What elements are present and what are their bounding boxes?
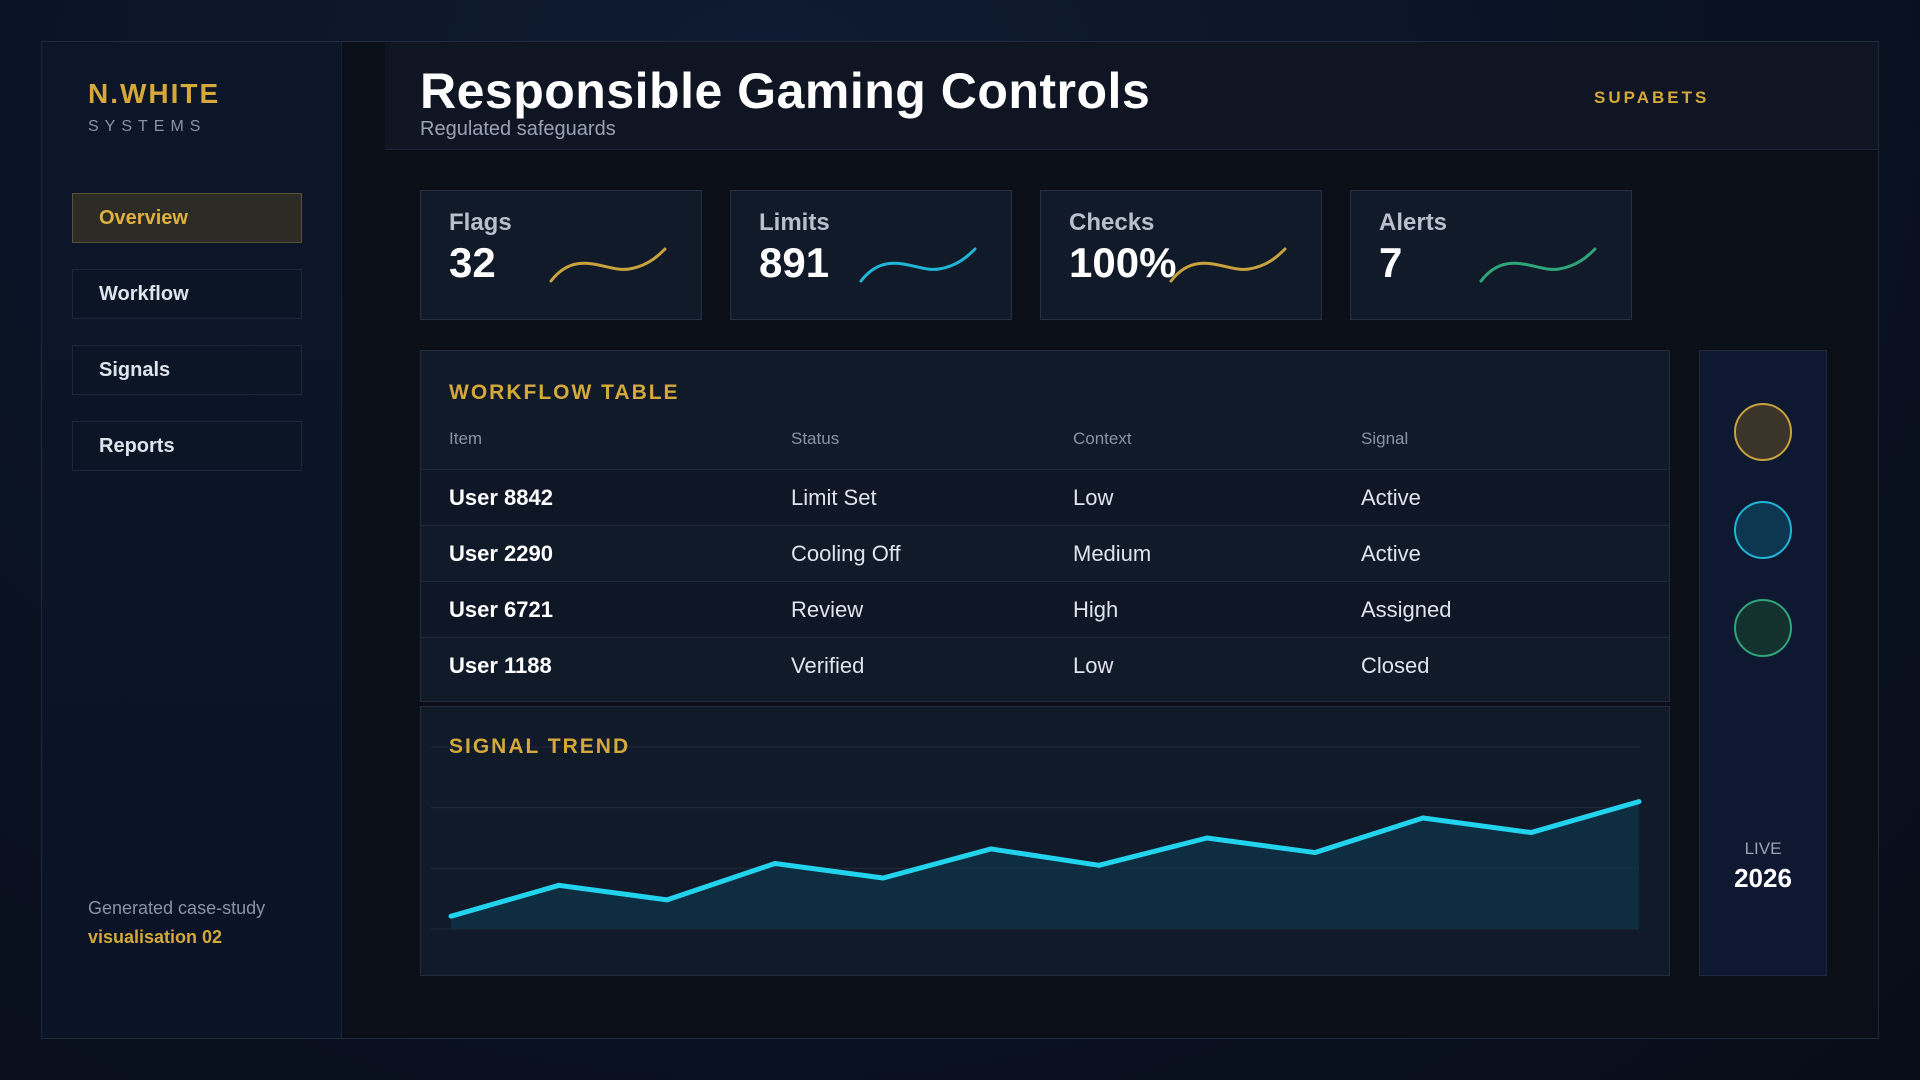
- trend-point-12: [1636, 799, 1642, 805]
- trend-point-3: [664, 897, 670, 903]
- sidebar-item-reports[interactable]: Reports: [72, 421, 302, 471]
- live-year: 2026: [1734, 863, 1792, 893]
- trend-point-10: [1420, 815, 1426, 821]
- column-header-item[interactable]: Item: [449, 429, 483, 448]
- sparkline-icon: [1479, 247, 1597, 283]
- trend-point-1: [448, 913, 454, 919]
- page-subtitle: Regulated safeguards: [420, 118, 616, 140]
- kpi-value: 891: [759, 239, 830, 286]
- table-row[interactable]: User 2290 Cooling Off Medium Active: [421, 525, 1669, 579]
- kpi-label: Checks: [1069, 209, 1155, 236]
- cell-status: Limit Set: [791, 485, 877, 510]
- cell-status: Cooling Off: [791, 541, 901, 566]
- sparkline-icon: [1169, 247, 1287, 283]
- signal-trend-chart: SIGNAL TREND: [420, 706, 1670, 976]
- partner-brand: SUPABETS: [1594, 88, 1710, 107]
- trend-point-9: [1312, 850, 1318, 856]
- sidebar: N.WHITE SYSTEMS Overview Workflow Signal…: [42, 42, 342, 1038]
- trend-point-5: [880, 875, 886, 881]
- trend-point-6: [988, 846, 994, 852]
- cell-context: Low: [1073, 485, 1114, 510]
- table-row[interactable]: User 6721 Review High Assigned: [421, 581, 1669, 635]
- cell-signal: Active: [1361, 485, 1421, 510]
- cell-context: Medium: [1073, 541, 1152, 566]
- status-panel: LIVE 2026: [1699, 350, 1827, 976]
- brand-name: N.WHITE: [88, 78, 221, 109]
- cell-item: User 2290: [449, 541, 553, 566]
- trend-point-11: [1528, 830, 1534, 836]
- sparkline-icon: [859, 247, 977, 283]
- column-header-status[interactable]: Status: [791, 429, 840, 448]
- footer-note-line1: Generated case-study: [88, 898, 266, 918]
- cell-context: High: [1073, 597, 1119, 622]
- kpi-label: Limits: [759, 209, 830, 236]
- sparkline-icon: [549, 247, 667, 283]
- kpi-card-checks[interactable]: Checks 100%: [1040, 190, 1322, 320]
- cell-signal: Active: [1361, 541, 1421, 566]
- trend-point-8: [1204, 835, 1210, 841]
- cell-item: User 8842: [449, 485, 553, 510]
- trend-point-4: [772, 860, 778, 866]
- brand-subtitle: SYSTEMS: [88, 118, 207, 135]
- sidebar-nav: Overview Workflow Signals Reports: [72, 193, 302, 497]
- chart-title: SIGNAL TREND: [449, 735, 631, 758]
- status-indicator-gold[interactable]: [1734, 403, 1792, 461]
- kpi-value: 100%: [1069, 239, 1177, 286]
- cell-item: User 1188: [449, 653, 552, 678]
- kpi-card-flags[interactable]: Flags 32: [420, 190, 702, 320]
- table-row[interactable]: User 8842 Limit Set Low Active: [421, 469, 1669, 523]
- workflow-table: WORKFLOW TABLE Item Status Context Signa…: [420, 350, 1670, 702]
- footer-note-line2: visualisation 02: [88, 927, 223, 947]
- trend-point-7: [1096, 862, 1102, 868]
- kpi-card-limits[interactable]: Limits 891: [730, 190, 1012, 320]
- sidebar-item-overview[interactable]: Overview: [72, 193, 302, 243]
- table-title: WORKFLOW TABLE: [449, 381, 680, 404]
- kpi-label: Flags: [449, 209, 512, 236]
- kpi-value: 7: [1379, 239, 1403, 286]
- trend-point-2: [556, 882, 562, 888]
- column-header-context[interactable]: Context: [1073, 429, 1132, 448]
- trend-chart-canvas: [431, 746, 1642, 930]
- footer-note: Generated case-study visualisation 02: [88, 898, 265, 948]
- status-indicator-cyan[interactable]: [1734, 501, 1792, 559]
- cell-status: Verified: [791, 653, 865, 678]
- cell-signal: Assigned: [1361, 597, 1452, 622]
- kpi-value: 32: [449, 239, 496, 286]
- sidebar-item-signals[interactable]: Signals: [72, 345, 302, 395]
- kpi-label: Alerts: [1379, 209, 1448, 236]
- cell-status: Review: [791, 597, 864, 622]
- cell-signal: Closed: [1361, 653, 1430, 678]
- live-label: LIVE: [1744, 839, 1782, 858]
- trend-area: [451, 801, 1639, 929]
- kpi-card-alerts[interactable]: Alerts 7: [1350, 190, 1632, 320]
- sidebar-item-workflow[interactable]: Workflow: [72, 269, 302, 319]
- page-title: Responsible Gaming Controls: [420, 63, 1151, 119]
- page-header: [385, 42, 1878, 150]
- cell-context: Low: [1073, 653, 1114, 678]
- table-row[interactable]: User 1188 Verified Low Closed: [421, 637, 1669, 691]
- app-frame: N.WHITE SYSTEMS Overview Workflow Signal…: [41, 41, 1879, 1039]
- column-header-signal[interactable]: Signal: [1361, 429, 1409, 448]
- trend-line: [450, 799, 1640, 919]
- status-indicator-green[interactable]: [1734, 599, 1792, 657]
- cell-item: User 6721: [449, 597, 553, 622]
- brand-logo: N.WHITE SYSTEMS: [88, 78, 220, 136]
